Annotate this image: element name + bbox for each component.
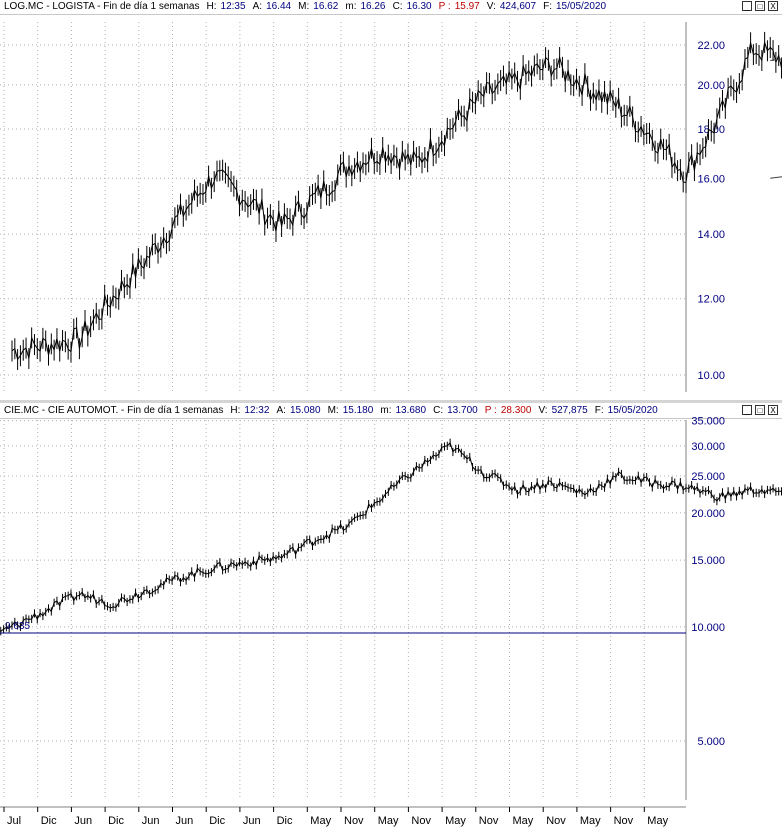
support-label: 9.635 xyxy=(5,621,30,632)
panel-symbol: LOG.MC - LOGISTA - Fin de día 1 semanas xyxy=(4,1,200,12)
y-tick-label: 20.000 xyxy=(691,508,725,520)
stat-h-label: H: xyxy=(230,405,241,416)
y-tick-label: 25.000 xyxy=(691,471,725,483)
stat-c-label: C: xyxy=(392,1,403,12)
price-series-line xyxy=(11,42,782,361)
y-tick-label: 20.00 xyxy=(697,80,725,92)
y-tick-label: 10.000 xyxy=(691,622,725,634)
minimize-button[interactable]: _ xyxy=(742,405,752,415)
y-tick-label: 22.00 xyxy=(697,40,725,52)
stat-min-value: 16.26 xyxy=(360,1,386,12)
x-tick-label: May xyxy=(580,815,601,827)
close-button[interactable]: X xyxy=(768,405,778,415)
stat-v-label: V: xyxy=(538,405,548,416)
window-controls: _ □ X xyxy=(742,405,778,415)
stat-v-value: 424,607 xyxy=(499,1,537,12)
panel-symbol: CIE.MC - CIE AUTOMOT. - Fin de día 1 sem… xyxy=(4,405,224,416)
stat-a-label: A: xyxy=(276,405,286,416)
x-tick-label: Jun xyxy=(74,815,92,827)
chart-panel-2: 5.000 10.000 15.000 20.000 25.000 30.000 35.00… xyxy=(0,416,782,800)
channel-lower-line xyxy=(770,176,782,179)
stat-f-label: F: xyxy=(543,1,552,12)
stat-h-value: 12:35 xyxy=(220,1,246,12)
x-tick-label: May xyxy=(310,815,331,827)
stat-min-label: m: xyxy=(380,405,392,416)
maximize-button[interactable]: □ xyxy=(755,1,765,11)
stat-c-value: 16.30 xyxy=(406,1,432,12)
y-tick-label: 5.000 xyxy=(697,736,725,748)
close-button[interactable]: X xyxy=(768,1,778,11)
x-tick-label: Jun xyxy=(142,815,160,827)
stat-m-label: M: xyxy=(298,1,310,12)
stat-a-value: 15.080 xyxy=(289,405,321,416)
stat-h-label: H: xyxy=(206,1,217,12)
x-tick-label: May xyxy=(378,815,399,827)
x-tick-label: May xyxy=(513,815,534,827)
stat-p-label: P : xyxy=(438,1,451,12)
x-tick-label: Dic xyxy=(277,815,293,827)
panel-header-log: LOG.MC - LOGISTA - Fin de día 1 semanas … xyxy=(0,0,782,15)
stat-v-label: V: xyxy=(486,1,496,12)
price-series-line xyxy=(0,441,782,632)
panel-header-cie: CIE.MC - CIE AUTOMOT. - Fin de día 1 sem… xyxy=(0,404,782,419)
x-tick-label: Nov xyxy=(546,815,566,827)
window-controls: _ □ X xyxy=(742,1,778,11)
stat-a-value: 16.44 xyxy=(266,1,292,12)
stat-f-label: F: xyxy=(594,405,604,416)
stat-f-value: 15/05/2020 xyxy=(607,405,658,416)
y-tick-label: 16.00 xyxy=(697,173,725,185)
x-tick-label: Dic xyxy=(41,815,57,827)
panel-divider[interactable] xyxy=(0,400,782,403)
x-tick-label: Nov xyxy=(344,815,364,827)
x-tick-label: Jun xyxy=(176,815,194,827)
stat-p-label: P : xyxy=(484,405,497,416)
stat-m-value: 16.62 xyxy=(313,1,339,12)
stat-v-value: 527,875 xyxy=(551,405,588,416)
x-tick-label: Jul xyxy=(7,815,21,827)
stat-c-value: 13.700 xyxy=(447,405,478,416)
stat-p-value: 15.97 xyxy=(454,1,480,12)
y-tick-label: 14.00 xyxy=(697,229,725,241)
stat-min-value: 13.680 xyxy=(395,405,427,416)
x-tick-label: Dic xyxy=(108,815,124,827)
maximize-button[interactable]: □ xyxy=(755,405,765,415)
stat-c-label: C: xyxy=(433,405,444,416)
y-tick-label: 12.00 xyxy=(697,294,725,306)
stat-m-value: 15.180 xyxy=(342,405,374,416)
stat-a-label: A: xyxy=(252,1,263,12)
x-tick-label: May xyxy=(647,815,668,827)
y-tick-label: 10.00 xyxy=(697,370,725,382)
stat-h-value: 12:32 xyxy=(244,405,270,416)
minimize-button[interactable]: _ xyxy=(742,1,752,11)
y-tick-label: 30.000 xyxy=(691,441,725,453)
stat-m-label: M: xyxy=(327,405,339,416)
x-tick-label: Nov xyxy=(411,815,431,827)
x-tick-label: Nov xyxy=(479,815,499,827)
x-tick-label: Jun xyxy=(243,815,261,827)
x-tick-label: May xyxy=(445,815,466,827)
y-tick-label: 15.000 xyxy=(691,555,725,567)
stat-min-label: m: xyxy=(345,1,357,12)
x-tick-label: Dic xyxy=(209,815,225,827)
x-tick-label: Nov xyxy=(614,815,634,827)
y-tick-label: 35.000 xyxy=(691,416,725,428)
stat-p-value: 28.300 xyxy=(500,405,532,416)
stat-f-value: 15/05/2020 xyxy=(555,1,607,12)
